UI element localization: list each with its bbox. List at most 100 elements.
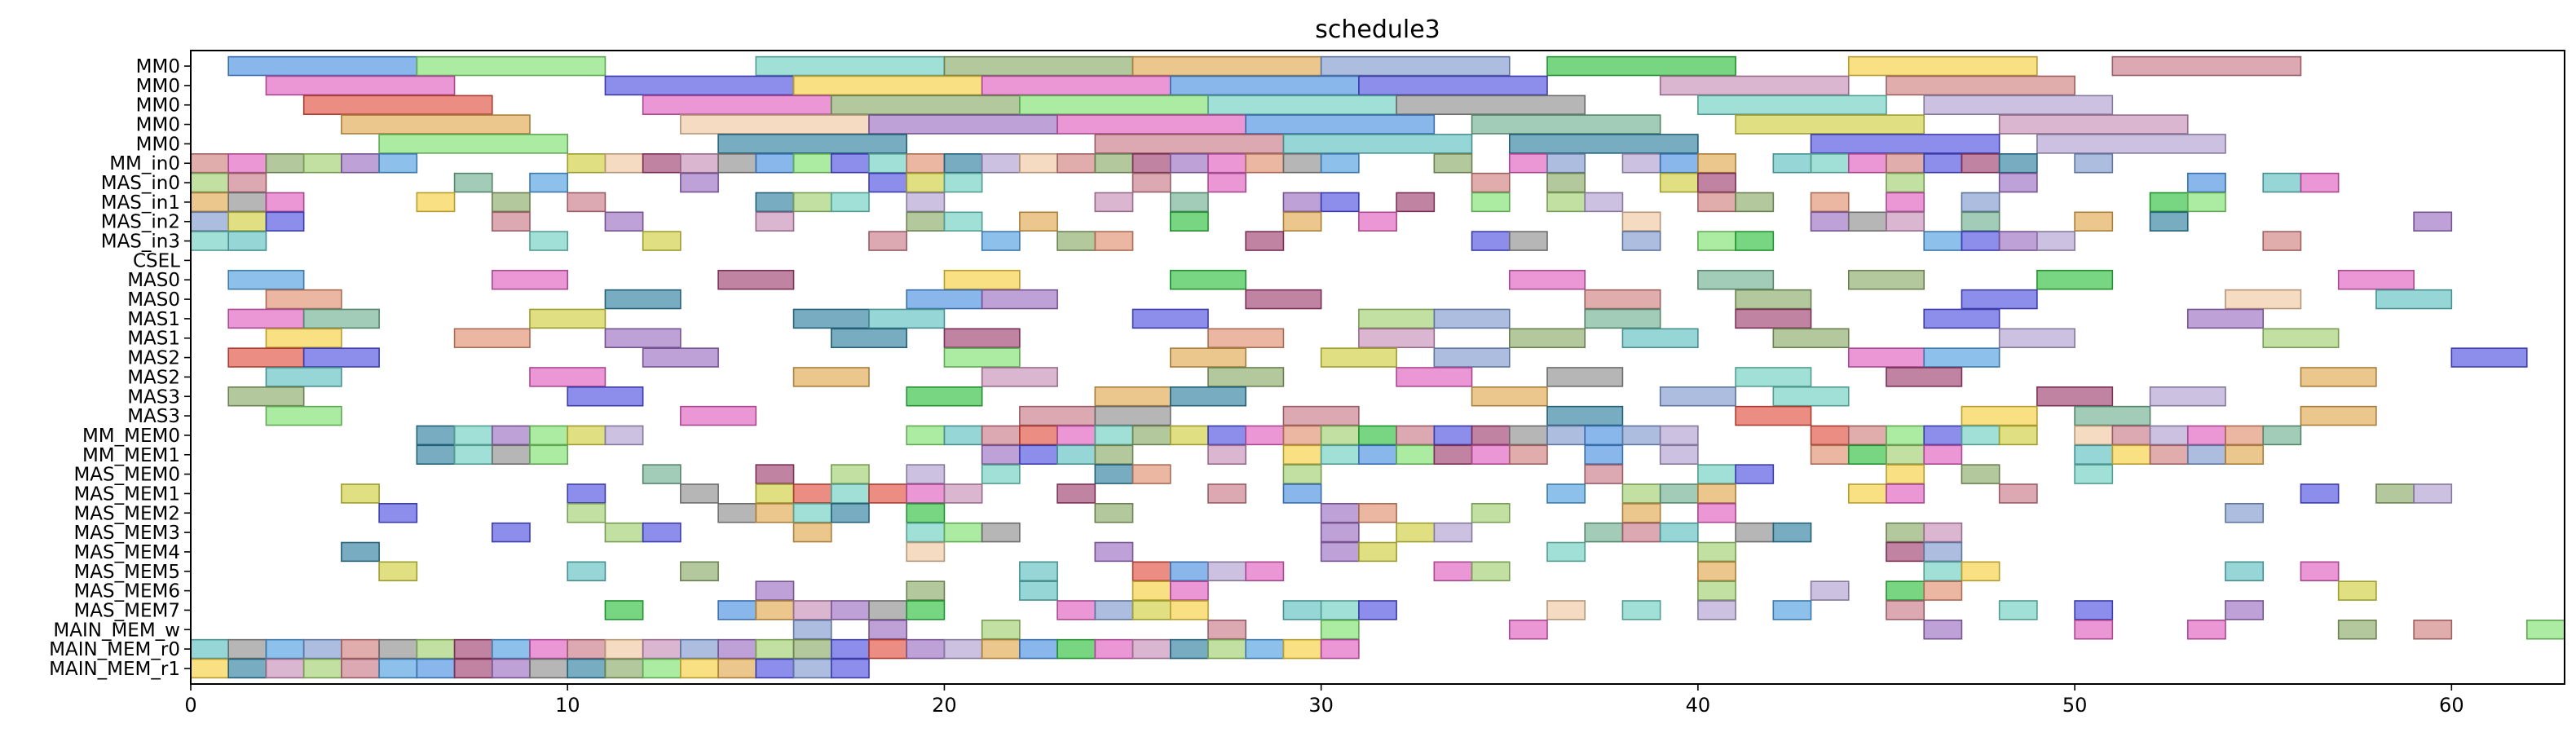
task-bar — [1358, 600, 1397, 620]
task-bar — [717, 638, 757, 660]
task-bar — [1998, 153, 2038, 174]
task-bar — [1056, 114, 1247, 135]
y-tick-label: MAS_in0 — [101, 173, 180, 194]
task-bar — [1508, 231, 1548, 251]
task-bar — [2186, 425, 2226, 446]
task-bar — [1282, 211, 1322, 232]
task-bar — [792, 638, 832, 660]
task-bar — [1961, 464, 2000, 484]
task-bar — [906, 464, 946, 484]
task-bar — [1169, 638, 1209, 660]
task-bar — [792, 192, 832, 213]
task-bar — [302, 347, 380, 368]
task-bar — [227, 638, 267, 660]
task-bar — [1282, 600, 1322, 620]
task-bar — [642, 522, 681, 543]
task-bar — [1923, 620, 1963, 640]
task-bar — [1358, 308, 1436, 329]
task-bar — [1169, 153, 1209, 174]
task-bar — [1621, 483, 1661, 504]
task-bar — [755, 192, 795, 213]
task-bar — [1320, 153, 1360, 174]
task-bar — [1169, 425, 1209, 446]
task-bar — [868, 620, 908, 640]
task-bar — [1772, 600, 1812, 620]
task-bar — [1659, 75, 1850, 96]
task-bar — [491, 522, 531, 543]
task-bar — [1131, 600, 1171, 620]
task-bar — [1169, 561, 1209, 582]
task-bar — [1508, 328, 1586, 348]
task-bar — [604, 211, 644, 232]
task-bar — [981, 367, 1058, 387]
task-bar — [868, 638, 908, 660]
task-bar — [1697, 95, 1887, 115]
task-bar — [2375, 483, 2415, 504]
y-tick-label: MAS_MEM2 — [73, 503, 180, 524]
task-bar — [755, 658, 795, 679]
task-bar — [830, 328, 908, 348]
task-bar — [2225, 503, 2265, 523]
y-tick-label: MM0 — [136, 115, 180, 136]
task-bar — [1961, 405, 2038, 426]
y-tick-label: MAIN_MEM_r0 — [49, 639, 180, 660]
task-bar — [265, 638, 305, 660]
task-bar — [1621, 328, 1699, 348]
task-bar — [1019, 444, 1058, 465]
task-bar — [1358, 444, 1397, 465]
task-bar — [227, 211, 267, 232]
task-bar — [302, 95, 493, 115]
y-tick-label: MAS0 — [127, 289, 180, 311]
task-bar — [1961, 289, 2038, 310]
task-bar — [491, 638, 531, 660]
task-bar — [1621, 600, 1661, 620]
task-bar — [830, 483, 870, 504]
task-bar — [378, 134, 569, 154]
task-bar — [1358, 328, 1436, 348]
task-bar — [190, 658, 230, 679]
task-bar — [981, 522, 1021, 543]
task-bar — [755, 580, 795, 601]
task-bar — [1245, 289, 1322, 310]
x-tick-label: 60 — [2439, 694, 2464, 717]
task-bar — [943, 638, 983, 660]
task-bar — [378, 561, 418, 582]
task-bar — [943, 211, 983, 232]
task-bar — [1961, 153, 2000, 174]
task-bar — [755, 464, 795, 484]
task-bar — [981, 638, 1021, 660]
task-bar — [1998, 600, 2038, 620]
task-bar — [1131, 172, 1171, 193]
task-bar — [2074, 153, 2114, 174]
task-bar — [1207, 638, 1247, 660]
task-bar — [2036, 134, 2226, 154]
task-bar — [1094, 425, 1134, 446]
task-bar — [1886, 425, 1925, 446]
task-bar — [680, 172, 719, 193]
task-bar — [943, 269, 1021, 290]
task-bar — [567, 386, 644, 407]
task-bar — [2149, 386, 2226, 407]
task-bar — [604, 153, 644, 174]
task-bar — [529, 638, 569, 660]
task-bar — [1659, 386, 1736, 407]
task-bar — [2186, 620, 2226, 640]
task-bar — [1094, 600, 1134, 620]
task-bar — [1471, 444, 1511, 465]
task-bar — [1735, 231, 1775, 251]
chart-title: schedule3 — [1315, 15, 1440, 44]
task-bar — [1320, 444, 1360, 465]
task-bar — [1923, 425, 1963, 446]
task-bar — [906, 600, 946, 620]
task-bar — [2262, 231, 2302, 251]
task-bar — [604, 522, 644, 543]
task-bar — [2262, 172, 2302, 193]
task-bar — [1697, 192, 1736, 213]
task-bar — [1659, 483, 1699, 504]
task-bar — [1019, 95, 1209, 115]
task-bar — [717, 600, 757, 620]
task-bar — [1094, 541, 1134, 563]
task-bar — [1584, 289, 1661, 310]
task-bar — [491, 269, 569, 290]
task-bar — [1735, 308, 1812, 329]
